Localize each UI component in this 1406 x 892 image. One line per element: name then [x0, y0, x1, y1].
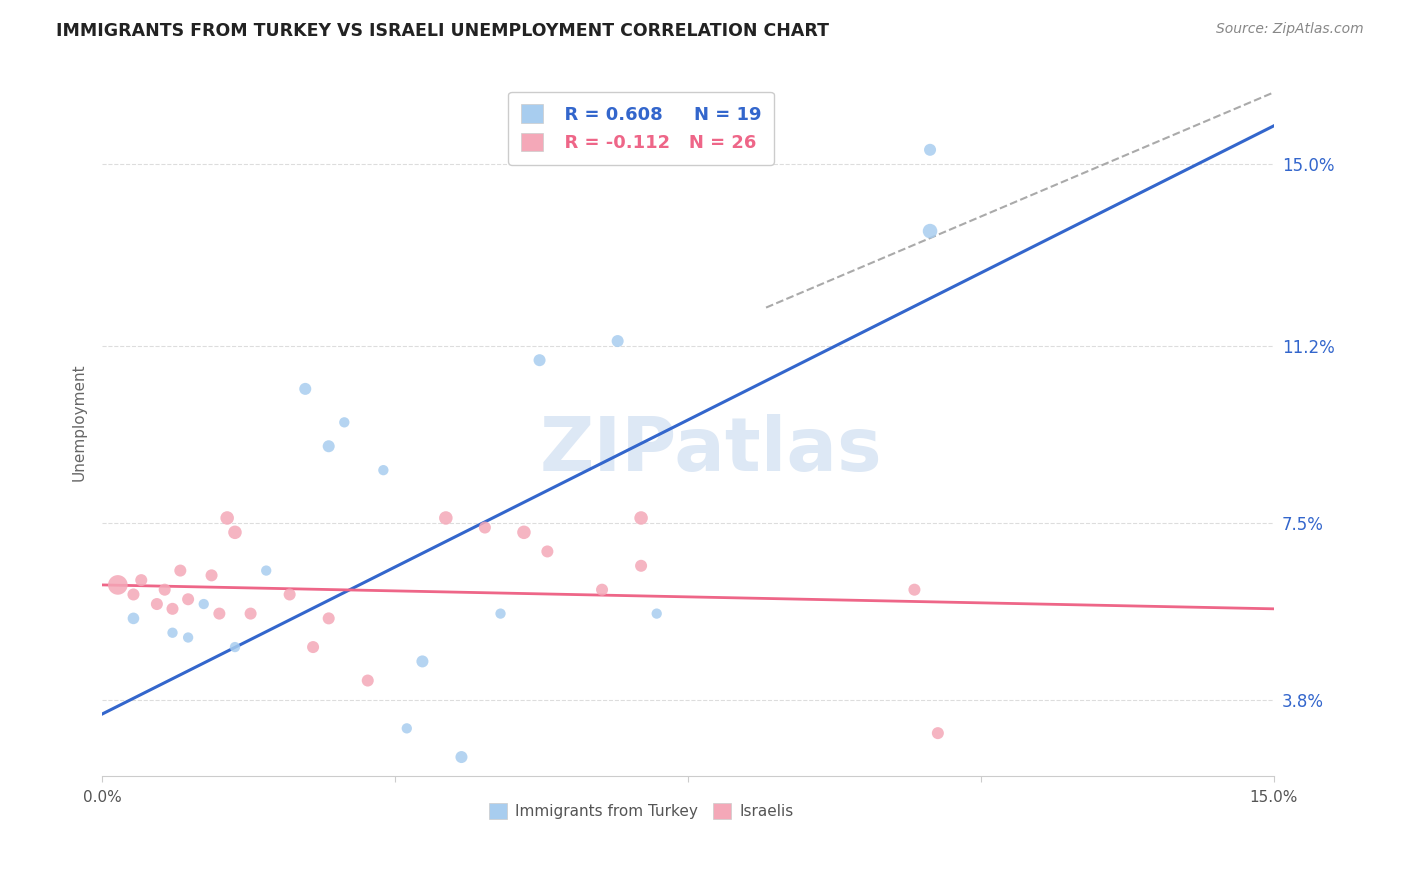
Point: [107, 578, 129, 592]
Point: [122, 587, 145, 601]
Point: [254, 564, 277, 578]
Point: [162, 625, 184, 640]
Point: [177, 631, 200, 645]
Point: [918, 143, 941, 157]
Point: [217, 511, 239, 525]
Point: [536, 544, 558, 558]
Point: [177, 592, 200, 607]
Point: [630, 558, 652, 573]
Point: [645, 607, 668, 621]
Text: IMMIGRANTS FROM TURKEY VS ISRAELI UNEMPLOYMENT CORRELATION CHART: IMMIGRANTS FROM TURKEY VS ISRAELI UNEMPL…: [56, 22, 830, 40]
Point: [606, 334, 628, 348]
Point: [489, 607, 512, 621]
Point: [333, 415, 356, 429]
Text: Source: ZipAtlas.com: Source: ZipAtlas.com: [1216, 22, 1364, 37]
Point: [318, 439, 340, 453]
Point: [411, 654, 433, 668]
Point: [208, 607, 231, 621]
Point: [239, 607, 262, 621]
Point: [513, 525, 536, 540]
Point: [630, 511, 652, 525]
Point: [395, 722, 418, 736]
Point: [474, 520, 496, 534]
Point: [903, 582, 925, 597]
Point: [918, 224, 941, 238]
Point: [434, 511, 457, 525]
Point: [169, 564, 191, 578]
Point: [318, 611, 340, 625]
Point: [224, 525, 246, 540]
Point: [294, 382, 316, 396]
Point: [927, 726, 949, 740]
Point: [129, 573, 152, 587]
Point: [193, 597, 215, 611]
Point: [200, 568, 222, 582]
Point: [373, 463, 395, 477]
Y-axis label: Unemployment: Unemployment: [72, 364, 86, 481]
Point: [591, 582, 613, 597]
Point: [357, 673, 380, 688]
Point: [153, 582, 176, 597]
Text: ZIPatlas: ZIPatlas: [540, 414, 883, 487]
Point: [162, 602, 184, 616]
Point: [302, 640, 325, 654]
Point: [224, 640, 246, 654]
Legend: Immigrants from Turkey, Israelis: Immigrants from Turkey, Israelis: [482, 797, 800, 825]
Point: [122, 611, 145, 625]
Point: [278, 587, 301, 601]
Point: [529, 353, 551, 368]
Point: [146, 597, 169, 611]
Point: [450, 750, 472, 764]
